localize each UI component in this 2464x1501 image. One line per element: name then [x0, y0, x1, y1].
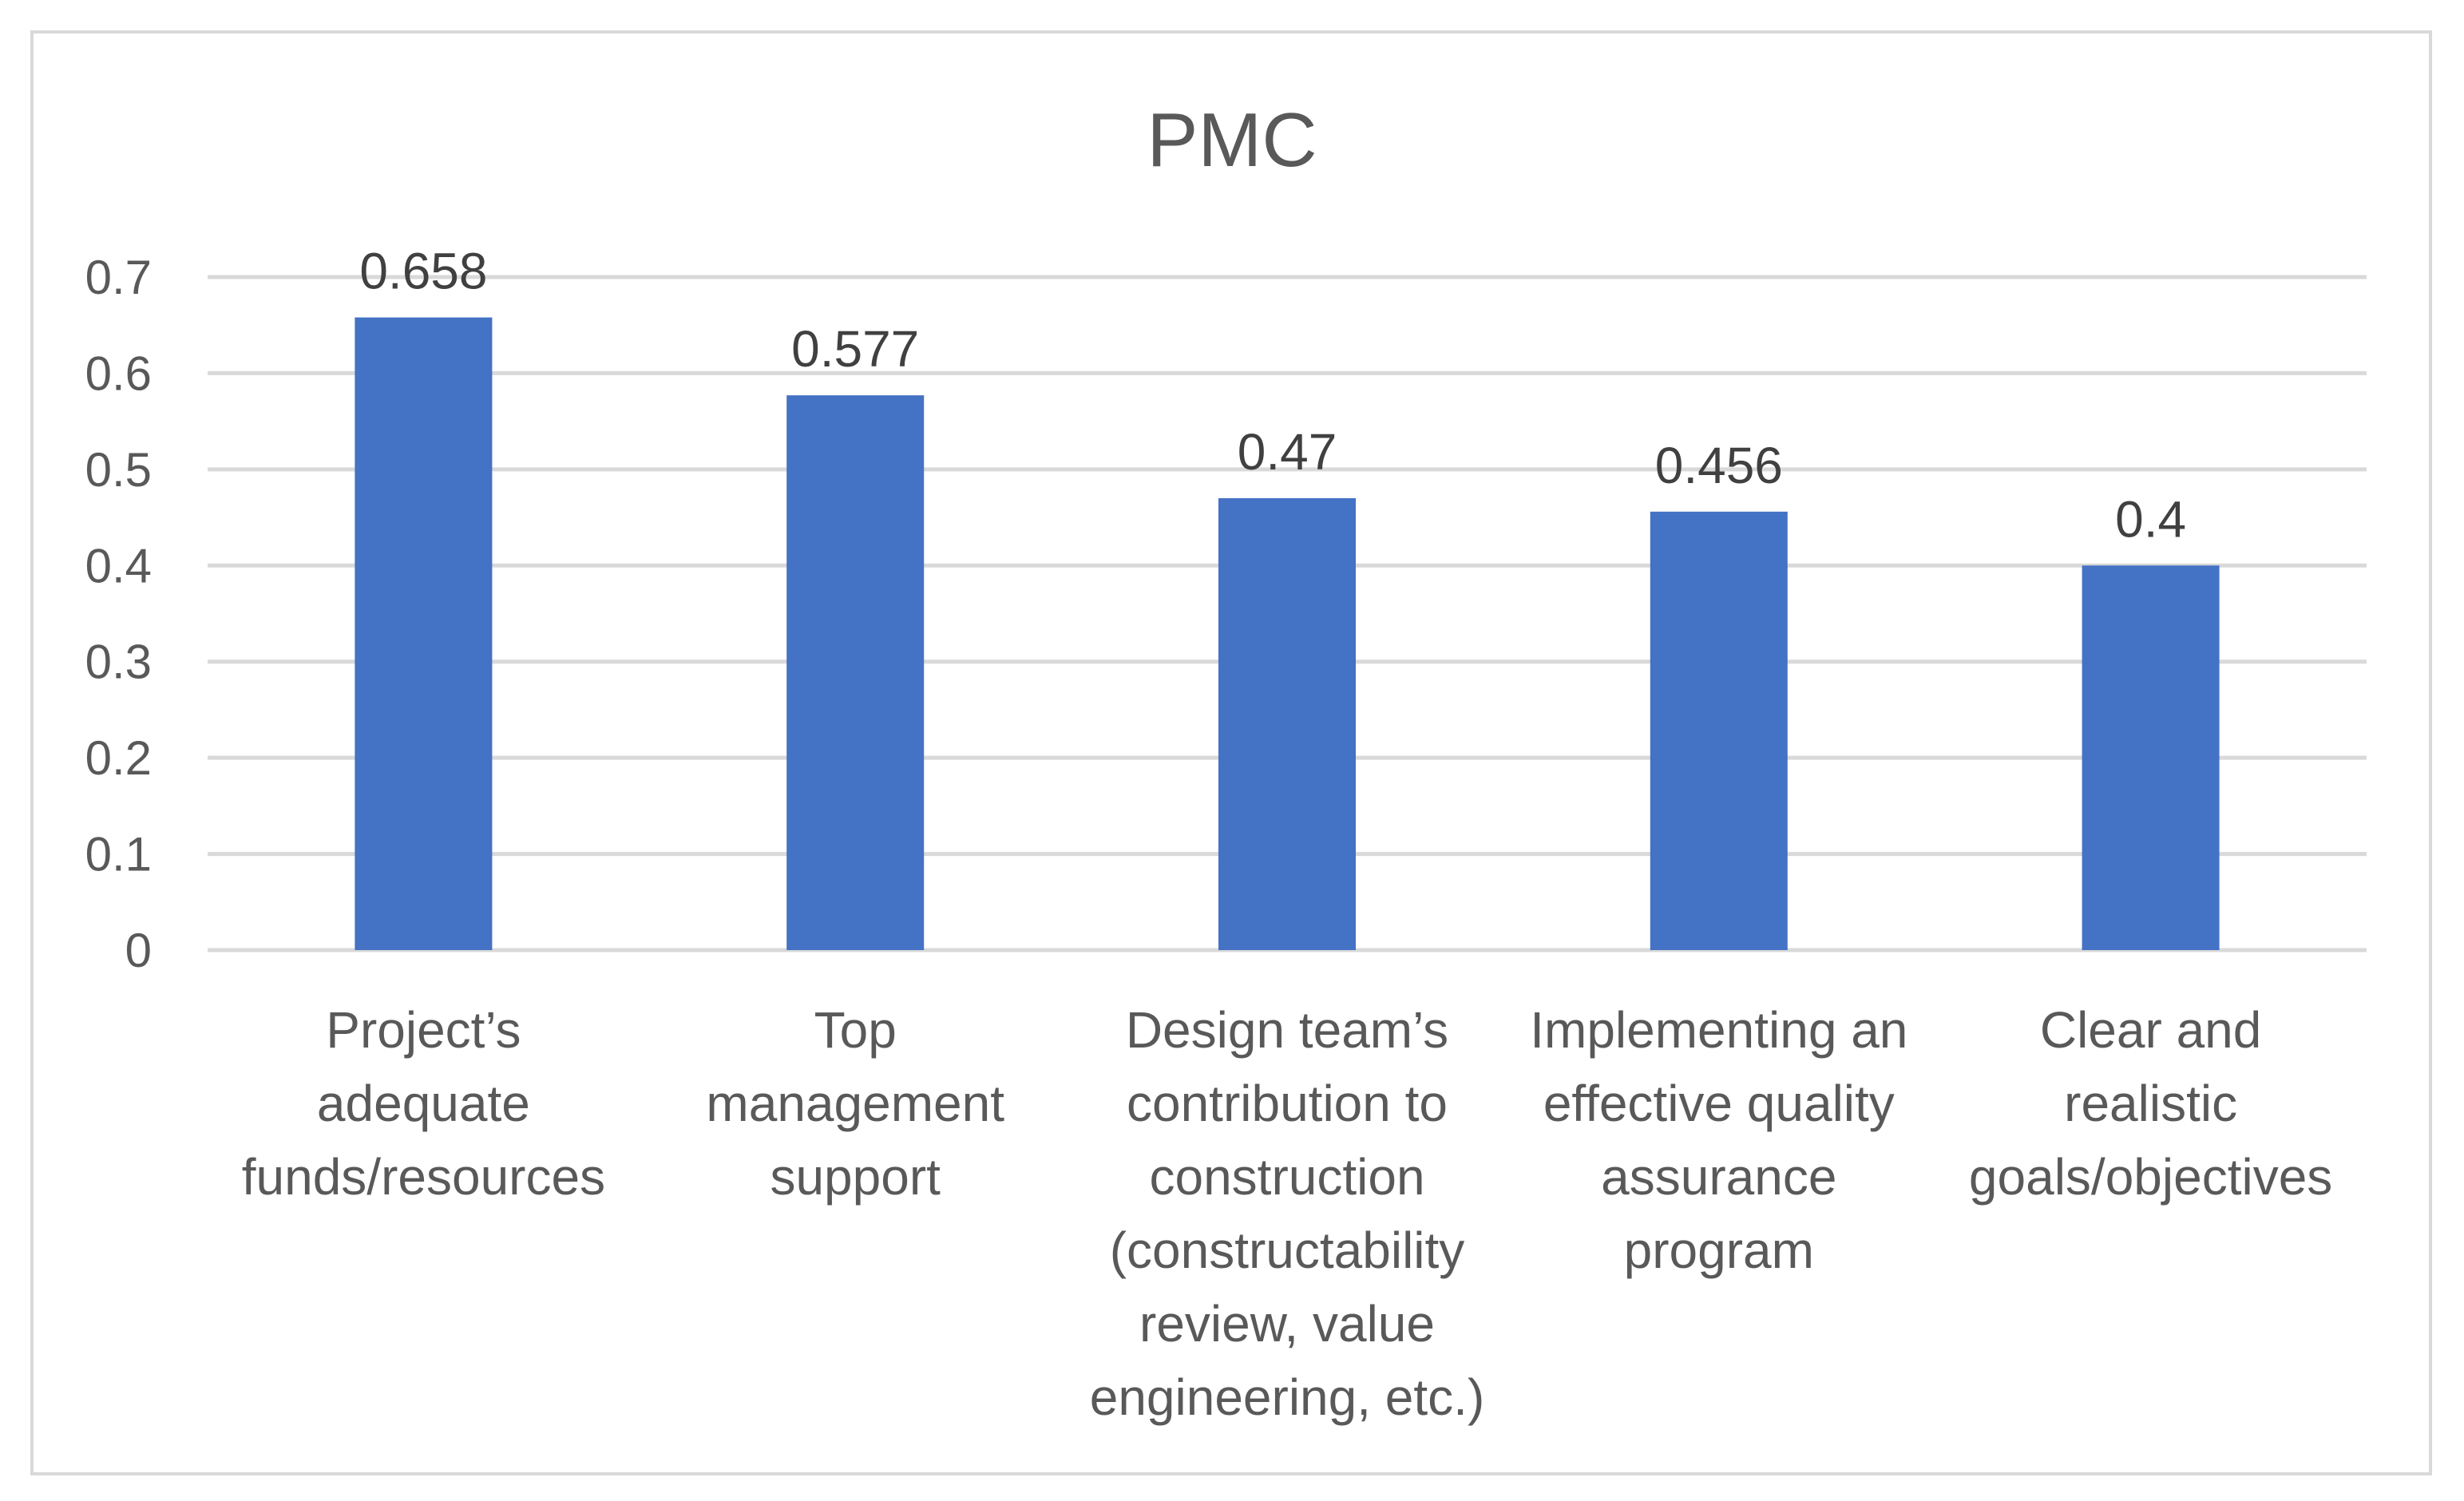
- data-labels: 0.658 0.577 0.47 0.456 0.4: [359, 243, 2186, 549]
- category-labels: Project’s adequate funds/resources Top manag…: [242, 1001, 2333, 1426]
- category-label: Implementing an effective quality assuranc…: [1530, 1001, 1907, 1279]
- category-label: Design team’s contribution to construction…: [1090, 1001, 1485, 1426]
- category-label: Clear and realistic goals/objectives: [1969, 1001, 2332, 1206]
- data-label: 0.577: [791, 320, 919, 378]
- category-label: Project’s adequate funds/resources: [242, 1001, 605, 1206]
- y-tick-label: 0: [125, 924, 152, 977]
- y-tick-label: 0.5: [85, 443, 152, 497]
- y-tick-label: 0.3: [85, 636, 152, 689]
- bars: [355, 317, 2220, 951]
- data-label: 0.658: [359, 243, 487, 300]
- data-label: 0.456: [1655, 437, 1783, 494]
- bar: [1218, 497, 1356, 950]
- y-tick-label: 0.7: [85, 251, 152, 304]
- bar: [2082, 565, 2220, 950]
- bar: [355, 317, 493, 951]
- data-label: 0.4: [2115, 490, 2186, 548]
- category-label: Top management support: [706, 1001, 1004, 1206]
- bar: [1650, 511, 1788, 950]
- chart-title: PMC: [1147, 97, 1317, 183]
- y-tick-label: 0.2: [85, 731, 152, 785]
- data-label: 0.47: [1238, 423, 1337, 481]
- y-tick-label: 0.1: [85, 828, 152, 881]
- y-axis-tick-labels: 0 0.1 0.2 0.3 0.4 0.5 0.6 0.7: [85, 251, 152, 977]
- y-tick-label: 0.4: [85, 539, 152, 592]
- y-tick-label: 0.6: [85, 347, 152, 400]
- bar: [786, 395, 925, 950]
